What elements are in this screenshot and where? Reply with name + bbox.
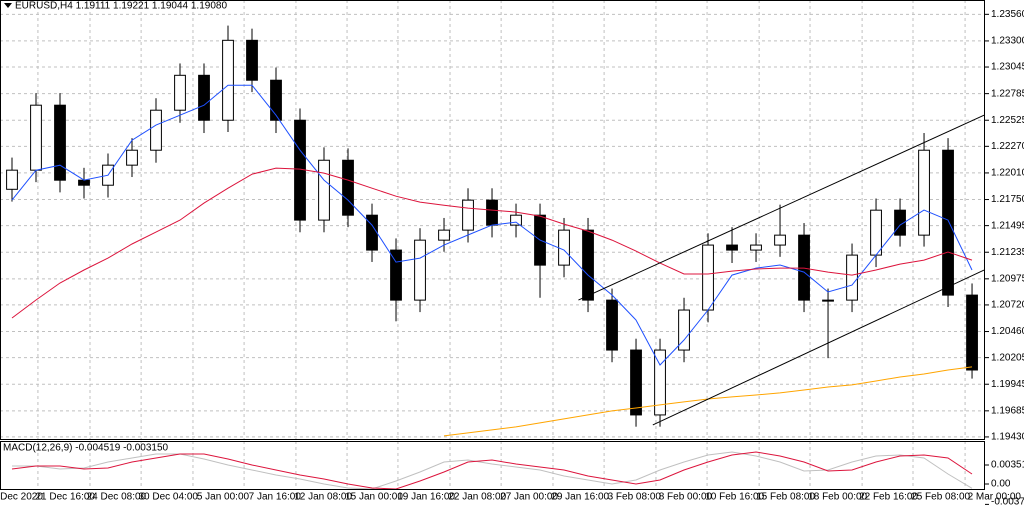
- y-tick-label: 1.21235: [991, 247, 1024, 258]
- y-tick-label: 1.20460: [991, 326, 1024, 337]
- axes: 1.23560 1.23300 1.23045 1.22785 1.22525 1.222…: [0, 9, 1024, 506]
- macd-panel-border: [0, 441, 985, 490]
- x-tick-label: 24 Dec 08:00: [87, 492, 147, 503]
- candle-body: [630, 349, 642, 416]
- candle-body: [774, 234, 786, 246]
- candle-body: [270, 79, 282, 121]
- macd-line: [12, 451, 973, 490]
- y-tick-label: 1.21495: [991, 220, 1024, 231]
- candle-body: [894, 209, 906, 236]
- candle-body: [918, 149, 930, 236]
- x-tick-label: 15 Jan 00:00: [345, 492, 403, 503]
- x-tick-label: 7 Jan 16:00: [249, 492, 302, 503]
- moving-average: [11, 84, 973, 366]
- candle-body: [78, 179, 90, 186]
- candle-body: [174, 74, 186, 111]
- x-tick-label: 5 Jan 00:00: [197, 492, 250, 503]
- indicator-title: MACD(12,26,9) -0.004519 -0.003150: [3, 443, 169, 454]
- candle-body: [582, 229, 594, 301]
- x-tick-label: 15 Feb 08:00: [756, 492, 815, 503]
- x-tick-label: 22 Feb 16:00: [859, 492, 918, 503]
- y2-tick-label: 0.003512: [991, 460, 1024, 471]
- candle-body: [390, 249, 402, 301]
- y-tick-label: 1.23560: [991, 9, 1024, 20]
- y-tick-label: 1.19430: [991, 432, 1024, 443]
- candle-body: [126, 149, 138, 166]
- candle-body: [606, 299, 618, 351]
- candle-body: [966, 294, 978, 371]
- x-tick-label: 10 Feb 16:00: [705, 492, 764, 503]
- x-tick-label: 30 Dec 04:00: [138, 492, 198, 503]
- candle-body: [726, 244, 738, 251]
- chart-title: EURUSD,H4 1.19111 1.19221 1.19044 1.1908…: [15, 1, 227, 12]
- y-tick-label: 1.22785: [991, 88, 1024, 99]
- candle-body: [318, 159, 330, 221]
- x-tick-label: 2 Mar 00:00: [968, 492, 1022, 503]
- moving-average: [11, 167, 973, 319]
- candle-body: [150, 109, 162, 151]
- y-tick-label: 1.20205: [991, 352, 1024, 363]
- x-tick-label: 3 Feb 08:00: [608, 492, 662, 503]
- y-tick-label: 1.20720: [991, 300, 1024, 311]
- candle-body: [942, 149, 954, 296]
- candle-body: [750, 244, 762, 251]
- candle-body: [6, 169, 18, 190]
- macd-line: [11, 451, 973, 490]
- y-tick-label: 1.23045: [991, 62, 1024, 73]
- candle-body: [342, 159, 354, 216]
- candle-body: [198, 74, 210, 121]
- trend-line: [652, 269, 985, 426]
- x-tick-label: 18 Feb 00:00: [808, 492, 867, 503]
- candle-body: [654, 349, 666, 416]
- trend-line: [578, 114, 985, 301]
- candle-body: [54, 104, 66, 181]
- x-tick-label: 8 Feb 00:00: [659, 492, 713, 503]
- candle-body: [870, 209, 882, 256]
- candle-body: [702, 244, 714, 311]
- y-tick-label: 1.22525: [991, 115, 1024, 126]
- x-tick-label: 12 Jan 08:00: [294, 492, 352, 503]
- candle-body: [414, 239, 426, 301]
- y-tick-label: 1.23300: [991, 36, 1024, 47]
- panel-icon: [4, 3, 12, 8]
- x-tick-label: 19 Jan 16:00: [397, 492, 455, 503]
- candle-body: [366, 214, 378, 251]
- candle-body: [222, 39, 234, 121]
- x-tick-label: 25 Feb 08:00: [911, 492, 970, 503]
- x-tick-label: 17 Dec 2020: [0, 492, 43, 503]
- candle-body: [822, 299, 834, 302]
- candle-body: [846, 254, 858, 301]
- x-tick-label: 27 Jan 00:00: [500, 492, 558, 503]
- candle-body: [462, 199, 474, 231]
- candle-body: [558, 229, 570, 266]
- y-tick-label: 1.19685: [991, 405, 1024, 416]
- y2-tick-label: -0.003769: [991, 497, 1024, 506]
- candle-body: [246, 39, 258, 81]
- y-tick-label: 1.22010: [991, 168, 1024, 179]
- y-tick-label: 1.19945: [991, 379, 1024, 390]
- x-tick-label: 21 Dec 16:00: [36, 492, 96, 503]
- candle-body: [486, 199, 498, 226]
- plot: [6, 25, 985, 490]
- x-tick-label: 22 Jan 08:00: [448, 492, 506, 503]
- candle-body: [30, 104, 42, 171]
- grid: [0, 0, 985, 490]
- y-tick-label: 1.20975: [991, 273, 1024, 284]
- y-tick-label: 1.21750: [991, 194, 1024, 205]
- main-panel-border: [0, 0, 985, 440]
- y2-tick-label: 0.00: [991, 479, 1011, 490]
- candle-body: [438, 229, 450, 241]
- candle-body: [678, 309, 690, 351]
- x-tick-label: 29 Jan 16:00: [551, 492, 609, 503]
- candle-body: [510, 214, 522, 226]
- y-tick-label: 1.22270: [991, 141, 1024, 152]
